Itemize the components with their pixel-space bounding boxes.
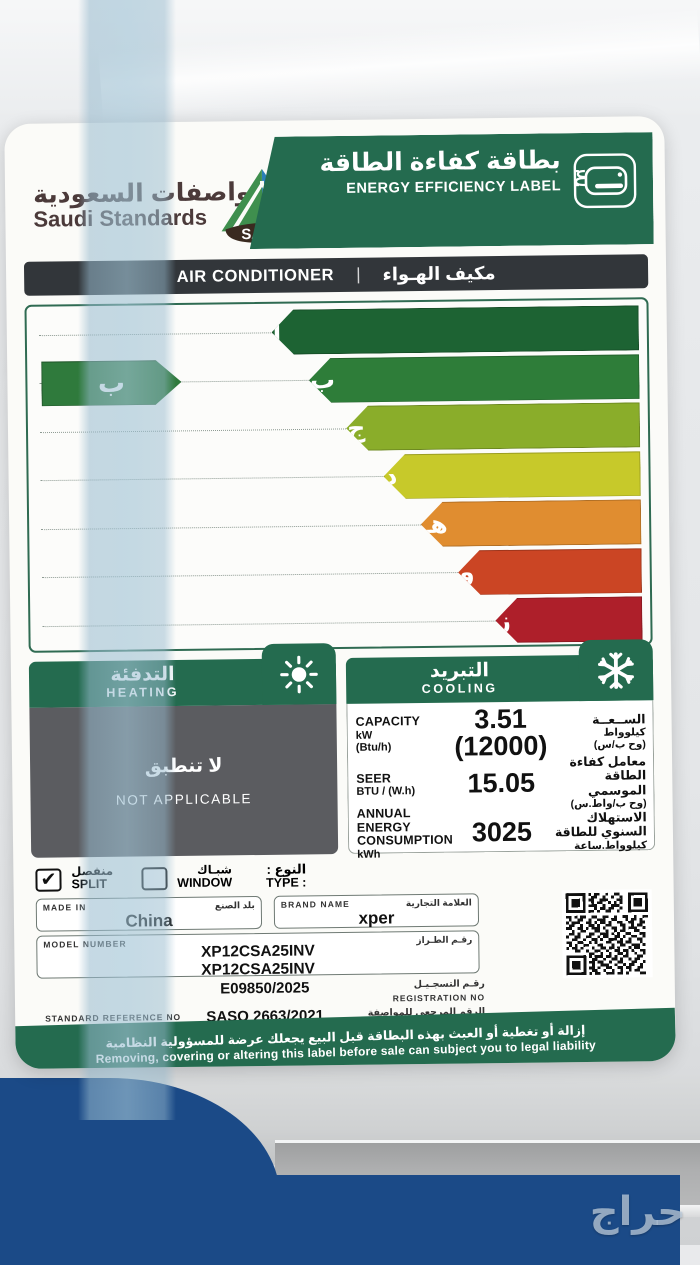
cooling-metric-unit1-en: BTU / (W.h): [356, 785, 452, 798]
registration-label-english: REGISTRATION NO: [393, 992, 485, 1003]
registration-section: E09850/2025 رقـم التسجـيـل REGISTRATION …: [45, 977, 485, 1018]
scale-bar-letter: ج: [347, 413, 365, 443]
made-in-value: China: [37, 910, 261, 933]
scale-bar-letter: ز: [496, 605, 511, 635]
sun-icon: [262, 643, 337, 705]
header-title-english: ENERGY EFFICIENCY LABEL: [320, 179, 561, 198]
heating-panel-header: التدفئة HEATING: [29, 658, 337, 708]
split-label-english: SPLIT: [71, 878, 113, 892]
cooling-metric-value: 3.51 (12000): [451, 705, 550, 760]
header-title-arabic: بطاقة كفاءة الطاقة: [319, 145, 561, 179]
cooling-metric-unit2-en: (Btu/h): [356, 740, 452, 753]
scale-bar-letter: هـ: [422, 509, 448, 539]
brand-name-box: BRAND NAME العلامة التجارية xper: [274, 893, 479, 929]
scale-row: د: [32, 451, 645, 503]
brand-value: xper: [275, 907, 478, 929]
heating-value-english: NOT APPLICABLE: [116, 791, 252, 808]
cooling-metric-unit1-ar: (وح ب/واط.س): [551, 797, 647, 810]
heating-panel: التدفئة HEATING لا تنطبق NOT APPLICABLE: [29, 658, 338, 858]
scale-bar: د: [383, 451, 641, 499]
selected-grade-arrow: ب: [41, 359, 182, 406]
scale-bar: هـ: [421, 499, 642, 547]
cooling-metric-label-ar: معامل كفاءة الطاقة الموسمي(وح ب/واط.س): [550, 754, 646, 810]
window-checkbox[interactable]: [141, 867, 167, 890]
scale-bar-letter: أ: [272, 317, 281, 347]
cooling-metric-title-en: CAPACITY: [356, 715, 452, 730]
type-label: النوع : TYPE :: [266, 862, 307, 891]
label-header: المواصفات السعودية Saudi Standards SASO …: [16, 124, 654, 260]
scale-row: ج: [32, 402, 645, 454]
scale-bar: أ: [271, 305, 639, 354]
type-label-english: TYPE :: [266, 877, 306, 891]
blue-panel-bottom: [0, 1175, 680, 1265]
qr-code[interactable]: [562, 889, 653, 978]
scale-bar-letter: د: [384, 461, 397, 491]
split-label: منفصل SPLIT: [71, 866, 113, 892]
split-checkbox[interactable]: ✔: [35, 868, 61, 891]
scale-bar: و: [458, 548, 642, 595]
performance-panels: التدفئة HEATING لا تنطبق NOT APPLICABLE: [29, 654, 655, 858]
selected-grade-letter: ب: [98, 367, 126, 398]
heating-value-arabic: لا تنطبق: [145, 754, 223, 778]
scale-row: هـ: [33, 499, 646, 551]
cooling-metric-title-en: SEER: [356, 771, 452, 786]
window-label: شبـاك WINDOW: [177, 865, 232, 891]
heating-panel-body: لا تنطبق NOT APPLICABLE: [29, 704, 338, 858]
scale-bar-letter: و: [459, 557, 475, 587]
made-in-label-english: MADE IN: [43, 902, 87, 913]
product-info-section: MADE IN بلد الصنع China BRAND NAME العلا…: [36, 891, 655, 1021]
header-title-block: بطاقة كفاءة الطاقة ENERGY EFFICIENCY LAB…: [319, 145, 561, 197]
product-name-arabic: مكيف الهـواء: [382, 263, 495, 285]
scale-bar: ب: [309, 354, 640, 403]
cooling-metric-title-ar: الســعــة: [550, 712, 646, 728]
product-separator: |: [356, 265, 361, 285]
snowflake-icon: [579, 639, 654, 701]
cooling-metric-unit2-ar: (وح ب/س): [550, 738, 646, 751]
scale-bar-letter: ب: [310, 365, 335, 395]
scale-row: و: [34, 548, 647, 600]
cooling-metric-title-ar: الاستهلاك السنوي للطاقة: [551, 810, 647, 840]
model-value: XP12CSA25INV XP12CSA25INV: [37, 940, 478, 981]
energy-efficiency-label-card: المواصفات السعودية Saudi Standards SASO …: [4, 116, 675, 1069]
window-label-english: WINDOW: [177, 877, 232, 891]
type-selection-row: ✔ منفصل SPLIT شبـاك WINDOW النوع : TYPE …: [35, 857, 653, 895]
product-type-bar: AIR CONDITIONER | مكيف الهـواء: [24, 254, 648, 296]
cooling-metric-unit1-en: kWh: [357, 847, 453, 860]
registration-label-arabic: رقـم التسجـيـل: [414, 978, 485, 990]
scale-bar: ج: [346, 402, 640, 451]
made-in-box: MADE IN بلد الصنع China: [36, 896, 262, 932]
model-number-box: MODEL NUMBER رقـم الطـراز XP12CSA25INV X…: [36, 930, 479, 978]
scale-bar: ز: [495, 596, 642, 643]
cooling-metric-value: 3025: [452, 818, 551, 846]
cooling-panel-header: التبريد COOLING: [346, 654, 654, 704]
cooling-metric-value: 15.05: [452, 769, 551, 797]
scale-row: أ: [31, 305, 644, 357]
scale-row: ز: [34, 596, 647, 648]
cooling-metric-unit1-ar: كيلوواط.ساعة: [551, 839, 647, 852]
cooling-metric-title-ar: معامل كفاءة الطاقة الموسمي: [550, 754, 646, 798]
cooling-metric-title-en: ANNUAL ENERGY CONSUMPTION: [357, 807, 453, 849]
product-name-english: AIR CONDITIONER: [177, 266, 335, 287]
air-conditioner-icon: [571, 150, 640, 211]
